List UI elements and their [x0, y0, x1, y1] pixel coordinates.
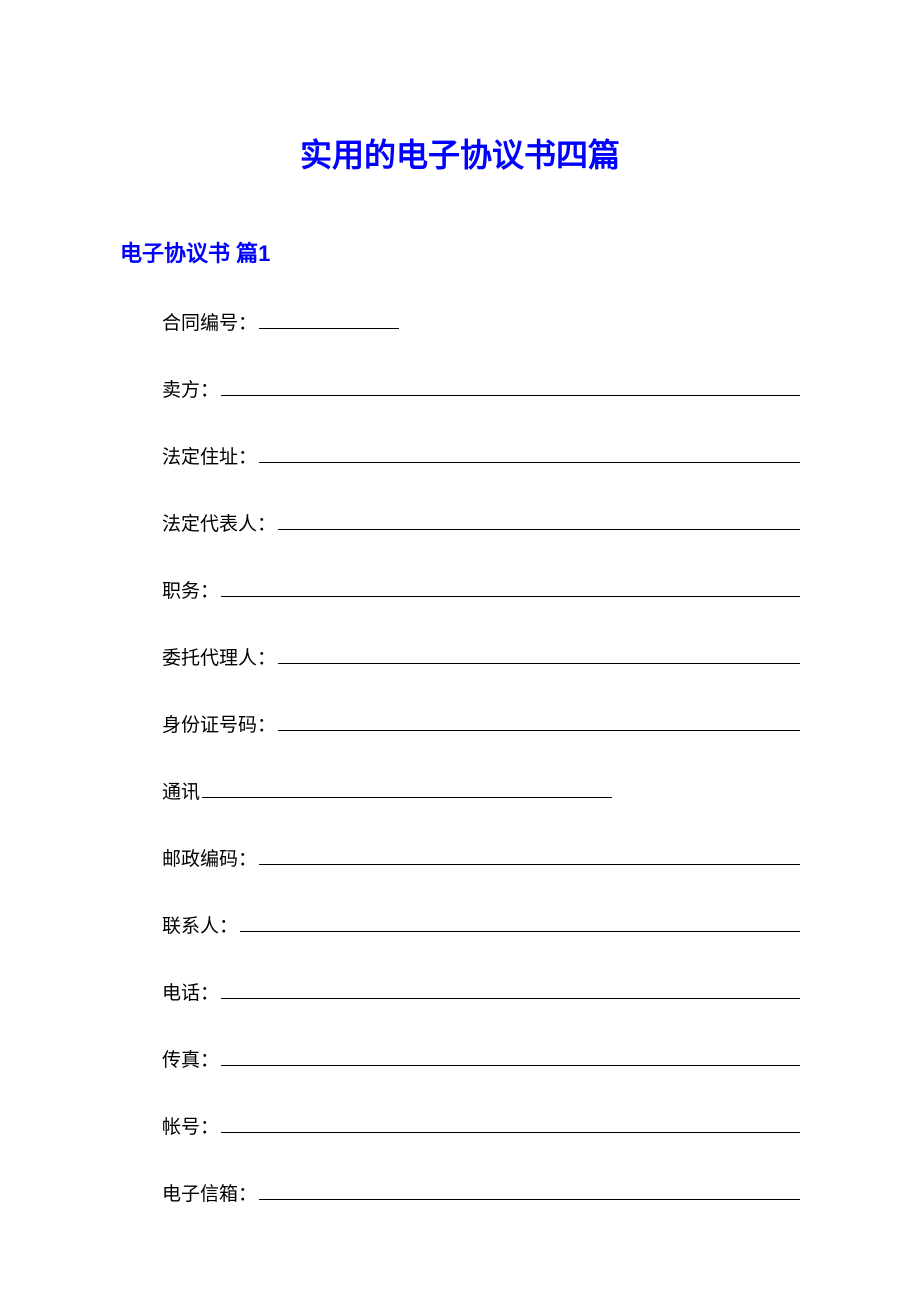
form-field-row: 卖方：: [120, 375, 800, 402]
field-blank-line: [240, 913, 800, 932]
field-label: 法定代表人：: [162, 509, 276, 536]
field-label: 通讯: [162, 777, 200, 804]
field-blank-line: [278, 712, 800, 731]
document-subtitle: 电子协议书 篇1: [120, 236, 800, 268]
field-blank-line: [259, 444, 800, 463]
field-blank-line: [221, 980, 800, 999]
field-blank-line: [221, 377, 800, 396]
field-label: 联系人：: [162, 911, 238, 938]
field-label: 卖方：: [162, 375, 219, 402]
field-blank-line: [221, 578, 800, 597]
field-blank-line: [259, 846, 800, 865]
form-field-row: 合同编号：: [120, 308, 800, 335]
field-label: 电子信箱：: [162, 1179, 257, 1206]
field-label: 传真：: [162, 1045, 219, 1072]
form-fields-container: 合同编号： 卖方： 法定住址： 法定代表人： 职务： 委托代理人： 身份证号码： 通讯邮政编码…: [120, 308, 800, 1206]
field-label: 法定住址：: [162, 442, 257, 469]
field-label: 电话：: [162, 978, 219, 1005]
form-field-row: 电话：: [120, 978, 800, 1005]
field-blank-line: [221, 1047, 800, 1066]
field-label: 合同编号：: [162, 308, 257, 335]
field-blank-line: [259, 310, 399, 329]
form-field-row: 邮政编码：: [120, 844, 800, 871]
field-blank-line: [221, 1114, 800, 1133]
form-field-row: 电子信箱：: [120, 1179, 800, 1206]
form-field-row: 通讯: [120, 777, 800, 804]
form-field-row: 法定住址：: [120, 442, 800, 469]
field-blank-line: [278, 645, 800, 664]
field-label: 委托代理人：: [162, 643, 276, 670]
form-field-row: 传真：: [120, 1045, 800, 1072]
form-field-row: 帐号：: [120, 1112, 800, 1139]
field-blank-line: [278, 511, 800, 530]
form-field-row: 身份证号码：: [120, 710, 800, 737]
document-title: 实用的电子协议书四篇: [120, 130, 800, 176]
field-label: 职务：: [162, 576, 219, 603]
form-field-row: 职务：: [120, 576, 800, 603]
field-label: 身份证号码：: [162, 710, 276, 737]
form-field-row: 法定代表人：: [120, 509, 800, 536]
form-field-row: 联系人：: [120, 911, 800, 938]
field-blank-line: [202, 779, 612, 798]
field-label: 邮政编码：: [162, 844, 257, 871]
field-blank-line: [259, 1181, 800, 1200]
form-field-row: 委托代理人：: [120, 643, 800, 670]
field-label: 帐号：: [162, 1112, 219, 1139]
